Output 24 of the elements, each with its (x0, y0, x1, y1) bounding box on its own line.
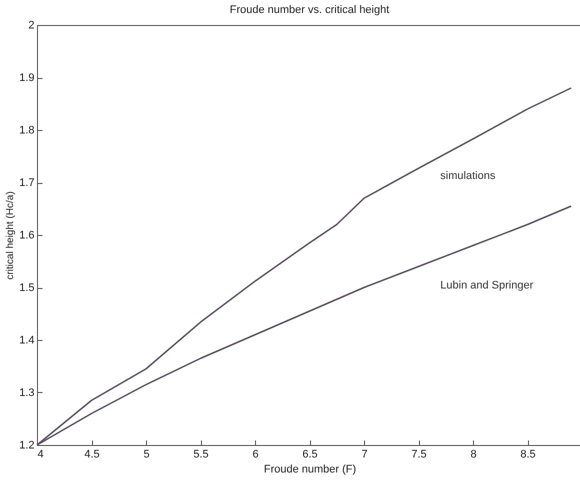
y-tick-label: 1.3 (19, 387, 34, 399)
y-tick-label: 1.6 (19, 230, 34, 242)
x-tick-label: 6 (252, 448, 259, 460)
series-label: Lubin and Springer (440, 279, 534, 292)
y-tick-label: 2 (28, 20, 34, 32)
y-tick-label: 1.7 (19, 177, 34, 189)
x-axis-title: Froude number (F) (264, 464, 356, 476)
y-tick-label: 1.2 (19, 440, 34, 452)
y-tick-label: 1.4 (19, 334, 34, 346)
x-tick-label: 4.5 (84, 448, 100, 460)
x-tick-label: 7 (361, 448, 368, 460)
x-tick-label: 5.5 (193, 448, 209, 460)
y-axis-title: critical height (Hc/a) (5, 191, 16, 280)
x-tick-label: 7.5 (411, 448, 427, 460)
x-tick-label: 6.5 (302, 448, 318, 460)
x-tick-label: 5 (143, 448, 150, 460)
x-tick-label: 8 (470, 448, 477, 460)
y-tick-label: 1.8 (19, 124, 34, 136)
chart-title: Froude number vs. critical height (230, 4, 390, 16)
x-tick-label: 4 (38, 448, 44, 460)
x-tick-label: 8.5 (520, 448, 536, 460)
series-label: simulations (440, 170, 496, 182)
y-tick-label: 1.9 (19, 72, 34, 84)
y-tick-label: 1.5 (19, 282, 34, 294)
